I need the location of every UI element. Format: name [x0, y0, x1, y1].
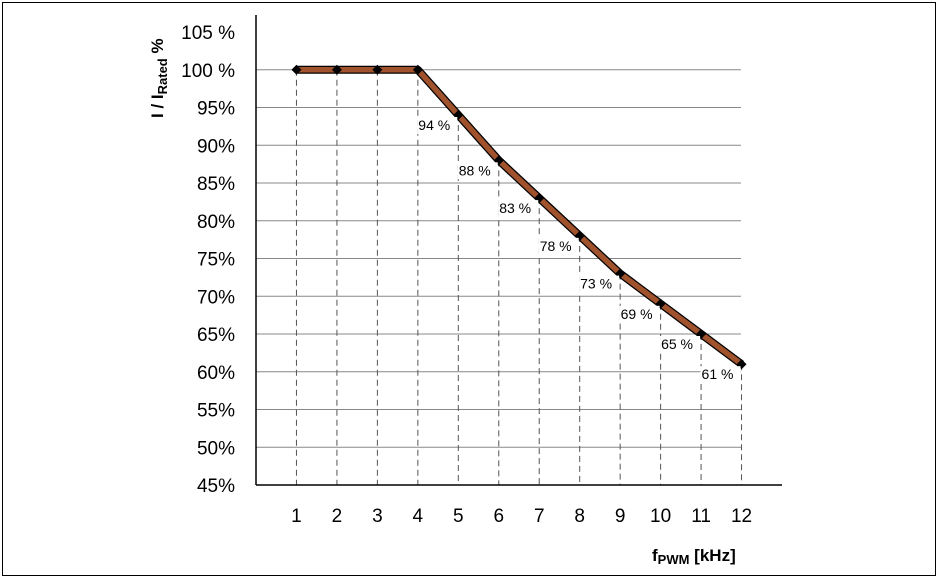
x-axis-label-main: f	[652, 546, 658, 565]
x-tick-label: 8	[574, 506, 585, 527]
x-tick-label: 10	[650, 506, 671, 527]
data-label-bg	[538, 237, 579, 255]
y-tick-label: 65%	[197, 325, 235, 346]
y-tick-label: 85%	[197, 174, 235, 195]
y-tick-label: 100 %	[181, 61, 235, 82]
x-tick-label: 2	[332, 506, 343, 527]
x-axis-label-unit: [kHz]	[689, 546, 735, 565]
data-label: 94 %	[418, 117, 450, 133]
data-label-bg	[457, 162, 498, 180]
data-label-bg	[619, 305, 660, 323]
vertical-gridlines	[295, 69, 743, 485]
data-label-bg	[579, 275, 620, 293]
x-tick-labels: 1 2 3 4 5 6 7 8 9 10 11 12	[291, 506, 752, 527]
y-tick-label: 80%	[197, 212, 235, 233]
y-tick-labels: 105 % 100 % 95% 90% 85% 80% 75% 70% 65% 60% 55% 50%…	[181, 23, 235, 497]
y-axis-label-sub: Rated	[155, 58, 170, 94]
y-tick-label: 50%	[197, 438, 235, 459]
x-tick-label: 6	[493, 506, 504, 527]
x-tick-label: 1	[291, 506, 302, 527]
data-point-marker	[412, 64, 423, 75]
x-axis-label-sub: PWM	[658, 552, 690, 567]
y-tick-label: 95%	[197, 99, 235, 120]
x-tick-label: 11	[691, 506, 711, 527]
data-point-marker	[331, 64, 342, 75]
x-tick-label: 4	[413, 506, 424, 527]
data-label: 88 %	[459, 162, 491, 178]
data-label: 83 %	[499, 200, 531, 216]
y-tick-label: 45%	[197, 476, 235, 497]
data-point-marker	[291, 64, 302, 75]
y-tick-label: 60%	[197, 363, 235, 384]
y-axis-label-unit: %	[148, 38, 167, 58]
data-label: 73 %	[580, 276, 612, 292]
data-label-bg	[700, 366, 741, 384]
x-axis-label: fPWM [kHz]	[652, 546, 736, 567]
data-label-bg	[498, 200, 539, 218]
x-tick-label: 9	[615, 506, 626, 527]
x-tick-label: 5	[453, 506, 464, 527]
y-tick-label: 105 %	[181, 23, 235, 44]
x-tick-label: 12	[731, 506, 752, 527]
data-label: 61 %	[702, 366, 734, 382]
series-line-stroke	[296, 67, 744, 367]
series-line	[296, 65, 744, 368]
y-axis-label: I / IRated %	[148, 38, 170, 118]
y-tick-label: 55%	[197, 401, 235, 422]
data-label-bg	[417, 117, 458, 135]
y-tick-label: 90%	[197, 136, 235, 157]
y-tick-label: 75%	[197, 250, 235, 271]
data-label: 65 %	[661, 336, 693, 352]
y-tick-label: 70%	[197, 287, 235, 308]
x-tick-label: 3	[372, 506, 383, 527]
data-label: 78 %	[540, 238, 572, 254]
data-labels: 94 % 88 % 83 % 78 % 73 % 69 % 65 % 61 %	[417, 117, 741, 384]
data-point-marker	[372, 64, 383, 75]
x-tick-label: 7	[534, 506, 545, 527]
data-label: 69 %	[621, 306, 653, 322]
data-label-bg	[660, 336, 701, 353]
y-axis-label-main: I / I	[148, 94, 167, 118]
